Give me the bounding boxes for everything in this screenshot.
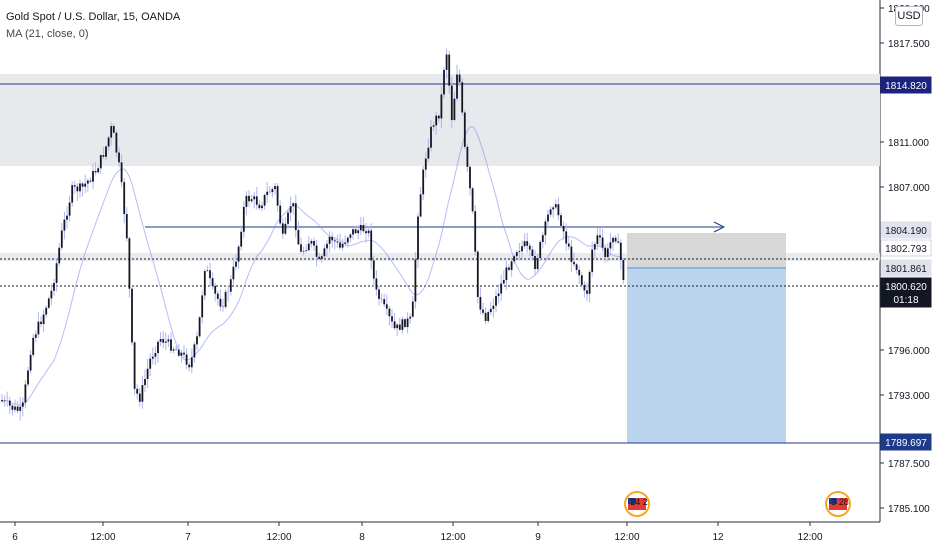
price-label-box	[880, 221, 932, 239]
flag-canton-icon	[829, 498, 837, 504]
price-label-text: 1804.190	[885, 226, 927, 237]
price-tick-label: 1811.000	[888, 138, 929, 149]
resistance-zone[interactable]	[0, 74, 880, 166]
take-profit-zone[interactable]	[627, 268, 786, 443]
price-label-text: 01:18	[893, 295, 918, 306]
event-badge-label: 3 28	[831, 497, 849, 507]
moving-average-line	[1, 126, 624, 406]
time-tick-label: 12	[712, 532, 724, 543]
event-badges[interactable]: 24 2 3 28	[624, 491, 851, 517]
time-tick-label: 9	[535, 532, 541, 543]
price-label-text: 1802.793	[885, 244, 927, 255]
price-label-text: 1801.861	[885, 264, 927, 275]
price-tick-label: 1796.000	[888, 346, 930, 357]
time-tick-label: 6	[12, 532, 18, 543]
price-label-box	[880, 433, 932, 451]
price-label-text: 1800.620	[885, 282, 927, 293]
time-tick-label: 8	[359, 532, 365, 543]
currency-button[interactable]: USD	[895, 6, 923, 26]
price-label-box	[880, 259, 932, 277]
time-tick-label: 12:00	[266, 532, 291, 543]
price-tick-label: 1817.500	[888, 39, 930, 50]
indicator-label[interactable]: MA (21, close, 0)	[6, 28, 89, 40]
time-tick-label: 12:00	[440, 532, 465, 543]
time-tick-label: 12:00	[90, 532, 115, 543]
time-tick-label: 7	[185, 532, 191, 543]
price-scale-labels: 1814.820 1804.190 1802.793 1801.861 1800.620…	[880, 76, 932, 451]
time-tick-label: 12:00	[614, 532, 639, 543]
price-tick-label: 1793.000	[888, 391, 930, 402]
time-tick-label: 12:00	[797, 532, 822, 543]
symbol-title[interactable]: Gold Spot / U.S. Dollar, 15, OANDA	[6, 11, 181, 23]
flag-canton-icon	[628, 498, 636, 504]
price-label-text: 1814.820	[885, 81, 927, 92]
stop-loss-zone[interactable]	[627, 233, 786, 268]
event-badge-label: 24 2	[630, 497, 648, 507]
chart-legend: Gold Spot / U.S. Dollar, 15, OANDA MA (2…	[6, 9, 180, 43]
price-label-box	[880, 76, 932, 94]
price-candles	[1, 48, 625, 421]
arrow-head-icon	[713, 221, 726, 233]
price-tick-label: 1787.500	[888, 459, 930, 470]
price-tick-label: 1785.100	[888, 504, 930, 515]
time-axis-ticks: 6 12:00 7 12:00 8 12:00 9 12:00 12 12:00	[12, 522, 823, 543]
ma-path	[1, 126, 624, 406]
price-label-box	[880, 290, 932, 308]
price-label-box	[880, 239, 932, 257]
price-label-text: 1789.697	[885, 438, 927, 449]
price-tick-label: 1807.000	[888, 183, 930, 194]
mid-zone[interactable]	[0, 253, 880, 261]
